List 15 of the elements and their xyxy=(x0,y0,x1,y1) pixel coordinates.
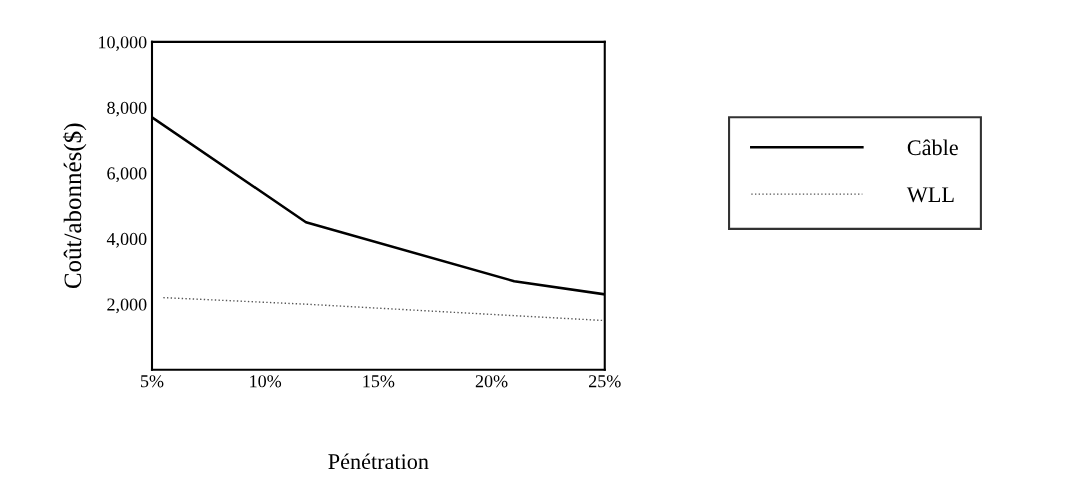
y-axis-title: Coût/abonnés($) xyxy=(62,123,87,289)
y-tick-label: 2,000 xyxy=(107,298,147,314)
y-tick-label: 8,000 xyxy=(107,101,147,117)
x-tick-label: 10% xyxy=(250,375,282,388)
text: Câble xyxy=(907,139,958,156)
line-series xyxy=(162,296,605,322)
x-tick-label: 5% xyxy=(141,375,164,388)
x-tick-label: 25% xyxy=(589,375,621,388)
text: WLL xyxy=(906,187,954,203)
y-tick-label: 6,000 xyxy=(107,167,147,183)
x-tick-label: 20% xyxy=(475,375,508,388)
y-tick-label: 10,000 xyxy=(99,36,147,51)
x-axis-title: Pénétration xyxy=(328,453,429,470)
y-tick-label: 4,000 xyxy=(106,232,147,248)
x-tick-label: 15% xyxy=(363,375,395,388)
